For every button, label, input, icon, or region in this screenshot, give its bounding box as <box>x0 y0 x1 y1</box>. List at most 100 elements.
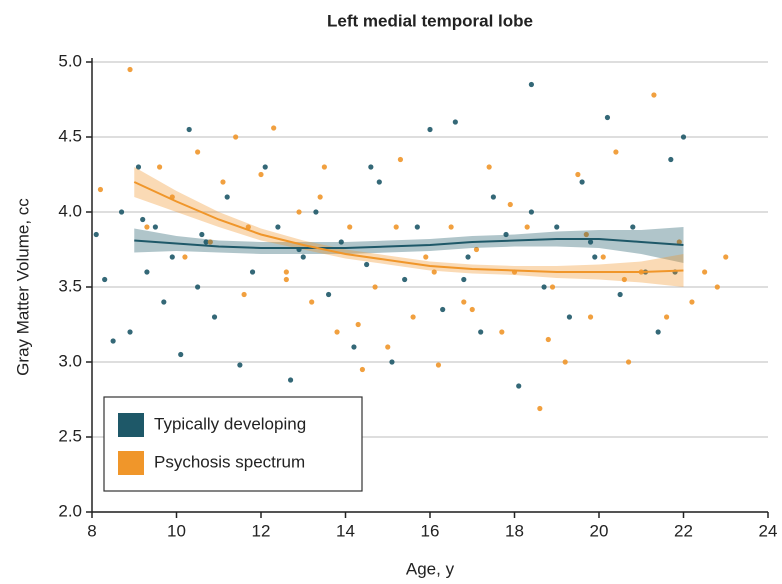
scatter-point <box>592 254 598 260</box>
scatter-point <box>152 224 158 230</box>
scatter-point <box>702 269 708 275</box>
scatter-point <box>347 224 353 230</box>
scatter-point <box>549 284 556 290</box>
scatter-point <box>127 66 133 73</box>
scatter-point <box>338 239 344 245</box>
y-axis-label: Gray Matter Volume, cc <box>13 198 32 376</box>
legend-box <box>103 396 363 492</box>
scatter-point <box>554 224 560 230</box>
scatter-point <box>655 329 661 335</box>
scatter-point <box>587 314 594 320</box>
scatter-point <box>287 377 294 383</box>
scatter-point <box>528 81 535 88</box>
scatter-point <box>541 284 547 290</box>
scatter-point <box>211 314 218 320</box>
scatter-point <box>258 171 264 178</box>
x-tick-label: 22 <box>674 521 693 540</box>
scatter-point <box>490 194 496 200</box>
scatter-point <box>135 164 142 170</box>
scatter-point <box>600 254 606 260</box>
scatter-point <box>469 306 475 313</box>
scatter-point <box>140 216 146 223</box>
scatter-point <box>524 224 530 230</box>
scatter-point <box>714 284 720 290</box>
scatter-point <box>351 344 357 350</box>
x-tick-label: 24 <box>759 521 778 540</box>
scatter-point <box>583 231 589 238</box>
scatter-point <box>300 254 306 260</box>
y-tick-label: 3.5 <box>58 276 82 295</box>
chart-title: Left medial temporal lobe <box>327 11 533 30</box>
x-axis-label: Age, y <box>406 559 455 578</box>
y-tick-label: 4.5 <box>58 126 82 145</box>
scatter-point <box>368 164 374 170</box>
scatter-point <box>579 179 585 185</box>
scatter-point <box>237 362 243 368</box>
scatter-point <box>575 171 581 178</box>
scatter-point <box>414 224 420 230</box>
scatter-point <box>157 164 163 170</box>
x-tick-label: 16 <box>421 521 440 540</box>
scatter-point <box>723 254 729 260</box>
scatter-point <box>241 291 247 298</box>
y-tick-label: 4.0 <box>58 201 82 220</box>
scatter-point <box>448 224 454 230</box>
scatter-point <box>385 344 391 350</box>
scatter-point <box>283 276 289 283</box>
x-tick-label: 18 <box>505 521 524 540</box>
scatter-point <box>461 299 467 305</box>
scatter-point <box>224 194 230 200</box>
scatter-point <box>528 209 535 215</box>
scatter-point <box>97 186 104 193</box>
y-tick-label: 3.0 <box>58 351 82 370</box>
scatter-point <box>435 362 442 368</box>
scatter-point <box>161 299 167 305</box>
scatter-point <box>473 246 480 253</box>
scatter-point <box>283 269 289 275</box>
y-tick-label: 5.0 <box>58 51 82 70</box>
scatter-point <box>309 299 315 305</box>
scatter-point <box>233 134 239 140</box>
scatter-point <box>364 261 370 268</box>
scatter-point <box>604 114 611 121</box>
scatter-point <box>402 276 408 283</box>
scatter-point <box>102 276 108 283</box>
scatter-point <box>625 359 632 365</box>
scatter-point <box>478 329 484 335</box>
scatter-point <box>110 338 116 344</box>
scatter-point <box>503 231 509 238</box>
scatter-point <box>313 209 319 215</box>
scatter-point <box>507 201 513 208</box>
scatter-point <box>249 269 256 275</box>
scatter-point <box>621 276 627 283</box>
scatter-point <box>182 254 188 260</box>
legend-label: Psychosis spectrum <box>154 452 305 471</box>
scatter-point <box>431 269 437 275</box>
scatter-point <box>465 254 471 260</box>
confidence-band <box>134 167 684 287</box>
scatter-point <box>93 231 99 238</box>
scatter-point <box>195 284 201 290</box>
scatter-point <box>321 164 327 170</box>
scatter-point <box>207 239 213 245</box>
scatter-point <box>689 299 695 305</box>
scatter-point <box>516 383 522 389</box>
scatter-point <box>668 156 674 163</box>
scatter-point <box>127 329 133 335</box>
y-tick-label: 2.5 <box>58 426 82 445</box>
scatter-point <box>630 224 636 230</box>
scatter-point <box>169 254 175 260</box>
legend-label: Typically developing <box>154 414 306 433</box>
x-tick-label: 14 <box>336 521 355 540</box>
scatter-point <box>537 405 543 412</box>
scatter-point <box>359 366 365 373</box>
scatter-point <box>393 224 399 230</box>
scatter-point <box>195 149 201 155</box>
scatter-point <box>199 231 205 238</box>
scatter-point <box>676 239 682 245</box>
scatter-point <box>389 359 395 365</box>
scatter-point <box>144 269 150 275</box>
scatter-point <box>613 149 619 155</box>
y-tick-label: 2.0 <box>58 501 82 520</box>
